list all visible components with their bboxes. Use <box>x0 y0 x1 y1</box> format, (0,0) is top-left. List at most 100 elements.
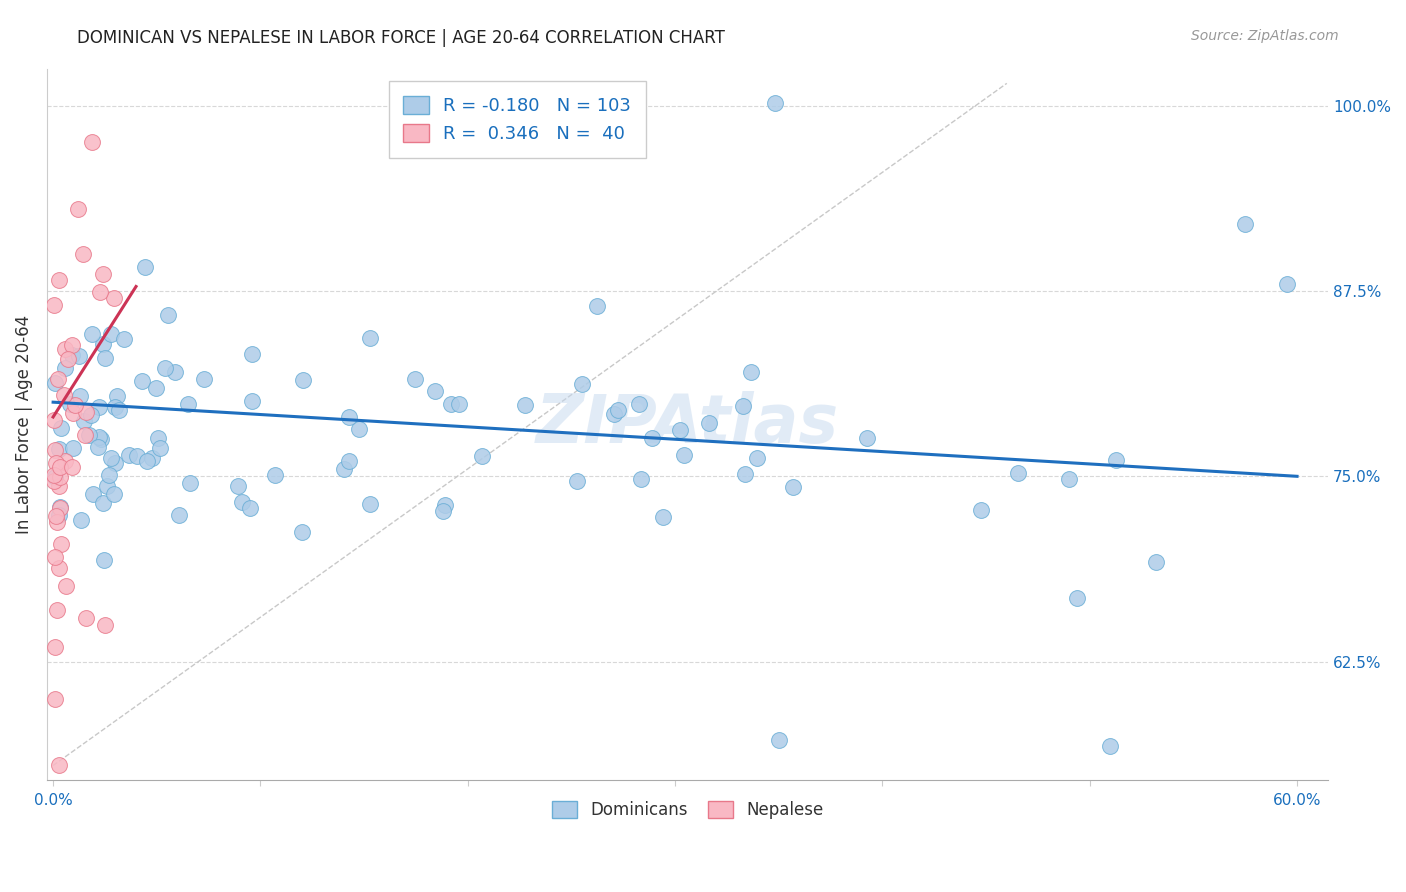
Point <box>471 449 494 463</box>
Point <box>332 462 354 476</box>
Point <box>970 503 993 517</box>
Point <box>44 691 66 706</box>
Point <box>48 500 70 515</box>
Point <box>782 480 804 494</box>
Point <box>603 407 626 421</box>
Point <box>46 372 69 386</box>
Point <box>63 398 86 412</box>
Point <box>48 442 70 457</box>
Point <box>49 420 72 434</box>
Point <box>94 351 117 365</box>
Text: DOMINICAN VS NEPALESE IN LABOR FORCE | AGE 20-64 CORRELATION CHART: DOMINICAN VS NEPALESE IN LABOR FORCE | A… <box>77 29 725 46</box>
Point <box>167 508 190 522</box>
Point <box>89 285 111 299</box>
Point <box>404 372 426 386</box>
Point <box>337 454 360 468</box>
Point <box>72 247 94 261</box>
Point <box>157 308 180 322</box>
Point <box>48 273 70 287</box>
Point <box>118 448 141 462</box>
Point <box>90 432 112 446</box>
Point <box>69 389 91 403</box>
Point <box>104 400 127 414</box>
Point <box>359 331 381 345</box>
Point <box>733 399 755 413</box>
Point <box>96 479 118 493</box>
Point <box>112 332 135 346</box>
Point <box>48 479 70 493</box>
Point <box>697 417 720 431</box>
Point <box>432 504 454 518</box>
Point <box>44 413 66 427</box>
Point <box>103 456 125 470</box>
Point <box>91 267 114 281</box>
Point <box>44 298 66 312</box>
Point <box>86 440 108 454</box>
Point <box>77 427 100 442</box>
Point <box>163 365 186 379</box>
Point <box>148 431 170 445</box>
Point <box>48 758 70 772</box>
Point <box>53 343 76 357</box>
Point <box>48 561 70 575</box>
Point <box>439 396 461 410</box>
Point <box>238 501 260 516</box>
Point <box>100 326 122 341</box>
Text: Source: ZipAtlas.com: Source: ZipAtlas.com <box>1191 29 1339 43</box>
Point <box>49 470 72 484</box>
Point <box>62 406 84 420</box>
Point <box>136 454 159 468</box>
Point <box>565 474 588 488</box>
Point <box>46 603 69 617</box>
Point <box>291 524 314 539</box>
Point <box>70 513 93 527</box>
Legend: Dominicans, Nepalese: Dominicans, Nepalese <box>546 794 830 825</box>
Point <box>763 95 786 110</box>
Point <box>226 479 249 493</box>
Point <box>1099 739 1122 754</box>
Point <box>91 496 114 510</box>
Point <box>571 376 593 391</box>
Point <box>44 470 66 484</box>
Point <box>1007 466 1029 480</box>
Point <box>44 376 66 390</box>
Point <box>73 414 96 428</box>
Point <box>44 468 66 483</box>
Point <box>607 402 630 417</box>
Point <box>652 510 675 524</box>
Point <box>264 468 287 483</box>
Point <box>80 326 103 341</box>
Point <box>66 202 89 217</box>
Point <box>745 450 768 465</box>
Point <box>630 472 652 486</box>
Point <box>73 428 96 442</box>
Point <box>87 430 110 444</box>
Point <box>1105 452 1128 467</box>
Point <box>1144 555 1167 569</box>
Point <box>1234 217 1257 231</box>
Point <box>82 487 104 501</box>
Point <box>134 260 156 274</box>
Point <box>425 384 447 399</box>
Point <box>768 733 790 747</box>
Point <box>45 508 67 523</box>
Point <box>105 389 128 403</box>
Point <box>292 373 315 387</box>
Y-axis label: In Labor Force | Age 20-64: In Labor Force | Age 20-64 <box>15 315 32 534</box>
Point <box>100 451 122 466</box>
Point <box>108 403 131 417</box>
Point <box>1059 472 1081 486</box>
Point <box>193 372 215 386</box>
Point <box>515 398 537 412</box>
Point <box>45 456 67 470</box>
Point <box>447 397 470 411</box>
Point <box>53 388 76 402</box>
Point <box>48 508 70 523</box>
Point <box>149 441 172 455</box>
Point <box>337 410 360 425</box>
Point <box>347 422 370 436</box>
Point <box>75 405 97 419</box>
Point <box>177 397 200 411</box>
Point <box>60 338 83 352</box>
Point <box>1275 277 1298 291</box>
